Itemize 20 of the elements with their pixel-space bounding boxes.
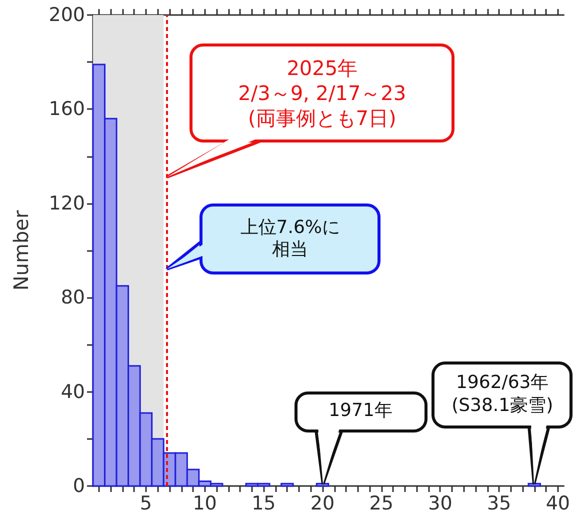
x-tick-label: 35 [486,492,512,514]
speech-bubble: 1971年 [296,392,426,484]
y-tick-label: 120 [48,192,85,214]
x-tick-label: 25 [369,492,394,514]
y-tick-label: 160 [48,98,85,120]
annotation: 上位7.6%に相当 [201,205,380,274]
y-tick-label: 0 [72,475,85,497]
x-tick-label: 5 [140,492,152,514]
x-tick-label: 15 [252,492,276,514]
x-tick-label: 40 [546,492,570,514]
y-tick-label: 80 [60,286,85,309]
y-tick-label: 200 [48,4,85,26]
y-tick-label: 40 [60,380,85,403]
x-tick-label: 30 [428,492,452,514]
y-axis-title: Number [9,210,33,291]
x-tick-label: 20 [310,492,335,514]
annotation: 1971年 [296,392,426,431]
x-tick-label: 10 [192,492,217,514]
annotation: 2025年 2/3～9, 2/17～23 (両事例とも7日) [191,45,454,142]
annotation: 1962/63年 (S38.1豪雪) [433,362,572,427]
